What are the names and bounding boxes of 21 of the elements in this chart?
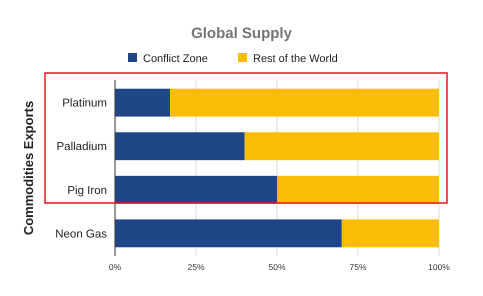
bar — [277, 176, 439, 204]
y-tick-label: Palladium — [56, 141, 107, 154]
legend-label: Rest of the World — [253, 53, 338, 65]
bar — [115, 176, 277, 204]
x-tick-label: 0% — [108, 262, 122, 272]
bar — [115, 88, 170, 117]
y-tick-label: Platinum — [62, 98, 107, 110]
y-axis-title: Commodities Exports — [21, 100, 36, 236]
bar — [244, 132, 439, 160]
x-tick-label: 100% — [428, 262, 450, 272]
chart-title: Global Supply — [191, 25, 293, 42]
legend-label: Conflict Zone — [143, 53, 208, 65]
x-tick-label: 50% — [268, 262, 286, 272]
bar — [342, 219, 439, 248]
y-tick-label: Pig Iron — [67, 184, 107, 197]
bar — [115, 132, 245, 160]
bar — [115, 219, 342, 248]
x-tick-label: 75% — [349, 262, 367, 272]
bar — [170, 88, 439, 117]
y-tick-label: Neon Gas — [55, 228, 108, 240]
x-tick-label: 25% — [187, 262, 205, 272]
